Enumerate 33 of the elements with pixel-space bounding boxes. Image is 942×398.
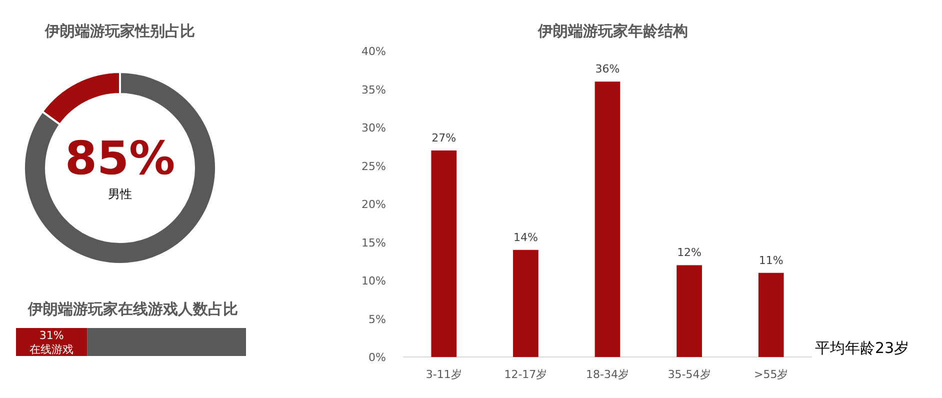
y-tick-label: 40% [362, 45, 386, 58]
data-label: 85% [64, 131, 176, 185]
y-tick-label: 30% [362, 122, 386, 134]
x-tick-label: 35-54岁 [668, 368, 711, 381]
bar [758, 272, 784, 357]
y-tick-label: 25% [362, 160, 386, 173]
data-label: 27% [432, 131, 456, 144]
slice-label: 男性 [108, 187, 132, 201]
bar [431, 150, 457, 357]
y-tick-label: 10% [362, 274, 386, 288]
y-tick-label: 5% [368, 312, 386, 326]
text: 平均年龄23岁 [815, 339, 910, 357]
x-tick-label: 3-11岁 [426, 368, 462, 381]
y-tick-label: 20% [362, 198, 386, 211]
chart-title: 伊朗端游玩家在线游戏人数占比 [27, 300, 238, 318]
chart-title: 伊朗端游玩家性别占比 [44, 22, 195, 40]
y-tick-label: 0% [368, 351, 386, 364]
bar [676, 265, 702, 357]
x-tick-label: >55岁 [754, 368, 788, 381]
data-label: 12% [677, 246, 702, 260]
donut-slice [23, 71, 217, 265]
x-tick-label: 18-34岁 [586, 368, 629, 381]
chart-title: 伊朗端游玩家年龄结构 [537, 22, 688, 40]
data-label: 11% [758, 254, 784, 267]
x-tick-label: 12-17岁 [504, 368, 548, 381]
data-label: 36% [595, 62, 620, 76]
bar [594, 82, 620, 357]
series-label: 在线游戏 [30, 343, 74, 356]
data-label: 14% [513, 230, 538, 244]
y-tick-label: 35% [362, 83, 386, 96]
data-label: 31% [39, 329, 64, 342]
bar [513, 250, 538, 357]
y-tick-label: 15% [362, 236, 386, 250]
